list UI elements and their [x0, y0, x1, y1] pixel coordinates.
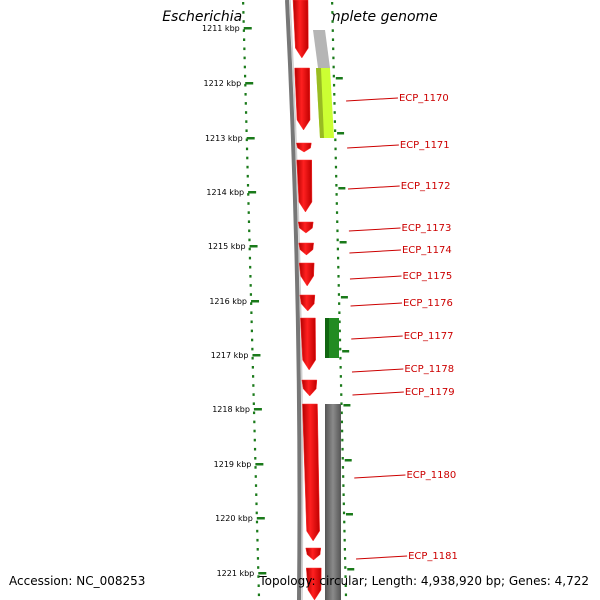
genome-stats-label: Topology: circular; Length: 4,938,920 bp… [259, 574, 589, 588]
gene-feature [298, 242, 314, 256]
axis-tick-label: 1214 kbp [206, 188, 244, 197]
gene-feature [296, 159, 313, 213]
gene-label[interactable]: ECP_1180 [406, 470, 456, 481]
axis-tick [258, 572, 267, 575]
axis-tick [253, 408, 262, 411]
gene-feature [292, 0, 309, 59]
axis-tick-label: 1221 kbp [217, 569, 255, 578]
axis-tick-label: 1218 kbp [212, 405, 250, 414]
gene-feature [297, 221, 314, 234]
gene-feature [300, 317, 316, 371]
gene-leader-line [352, 391, 404, 396]
gene-leader-line [350, 302, 403, 307]
gene-label[interactable]: ECP_1179 [405, 387, 455, 398]
gene-leader-line [348, 227, 401, 232]
scale-dots-right [331, 2, 348, 597]
gene-leader-line [355, 555, 408, 560]
gene-leader-line [349, 275, 402, 280]
gene-leader-line [351, 335, 403, 340]
axis-tick-label: 1213 kbp [205, 134, 243, 143]
gene-feature [298, 262, 315, 287]
gene-feature [301, 379, 318, 397]
axis-tick [256, 517, 265, 520]
gene-label[interactable]: ECP_1173 [402, 223, 452, 234]
gene-track [292, 0, 322, 600]
backbone-outer [285, 0, 302, 600]
axis-tick-label: 1219 kbp [214, 460, 252, 469]
feature-gray-long [325, 404, 341, 600]
gene-feature [299, 294, 316, 312]
axis-tick-label: 1212 kbp [204, 79, 242, 88]
axis-tick-label: 1216 kbp [209, 297, 247, 306]
feature-gray-top [313, 30, 330, 68]
axis-tick-label: 1217 kbp [211, 351, 249, 360]
axis-tick [248, 191, 257, 194]
gene-label[interactable]: ECP_1177 [404, 331, 454, 342]
axis-tick [245, 82, 254, 85]
gene-feature [305, 547, 322, 561]
gene-label[interactable]: ECP_1176 [403, 298, 453, 309]
gene-label[interactable]: ECP_1171 [400, 140, 450, 151]
gene-leader-line [347, 185, 400, 190]
axis-tick [255, 463, 264, 466]
gene-label[interactable]: ECP_1178 [404, 364, 454, 375]
accession-label: Accession: NC_008253 [9, 574, 146, 588]
gene-label[interactable]: ECP_1175 [403, 271, 453, 282]
axis-tick [251, 300, 260, 303]
axis-ticks: 1211 kbp 1212 kbp 1213 kbp 1214 kbp 1215 kbp… [202, 24, 355, 578]
gene-labels: ECP_1170 ECP_1171 ECP_1172 ECP_1173 ECP_1174… [346, 93, 458, 562]
gene-label[interactable]: ECP_1181 [408, 551, 458, 562]
gene-label[interactable]: ECP_1170 [399, 93, 449, 104]
scale-dots-left [242, 2, 261, 597]
gene-feature [296, 142, 312, 153]
gene-leader-line [346, 97, 398, 102]
feature-lime-edge [316, 68, 324, 138]
axis-tick [243, 27, 252, 30]
axis-tick [249, 245, 258, 248]
gene-label[interactable]: ECP_1174 [402, 245, 452, 256]
axis-tick-label: 1215 kbp [208, 242, 246, 251]
gene-feature [302, 403, 320, 542]
gene-feature [305, 567, 322, 600]
axis-tick-label: 1220 kbp [215, 514, 253, 523]
axis-tick [252, 354, 261, 357]
axis-tick [246, 137, 255, 140]
gene-leader-line [347, 144, 399, 149]
axis-tick-label: 1211 kbp [202, 24, 240, 33]
gene-label[interactable]: ECP_1172 [401, 181, 451, 192]
gene-leader-line [349, 249, 402, 254]
gene-leader-line [354, 474, 406, 479]
gene-leader-line [351, 368, 404, 373]
gene-feature [294, 67, 311, 131]
